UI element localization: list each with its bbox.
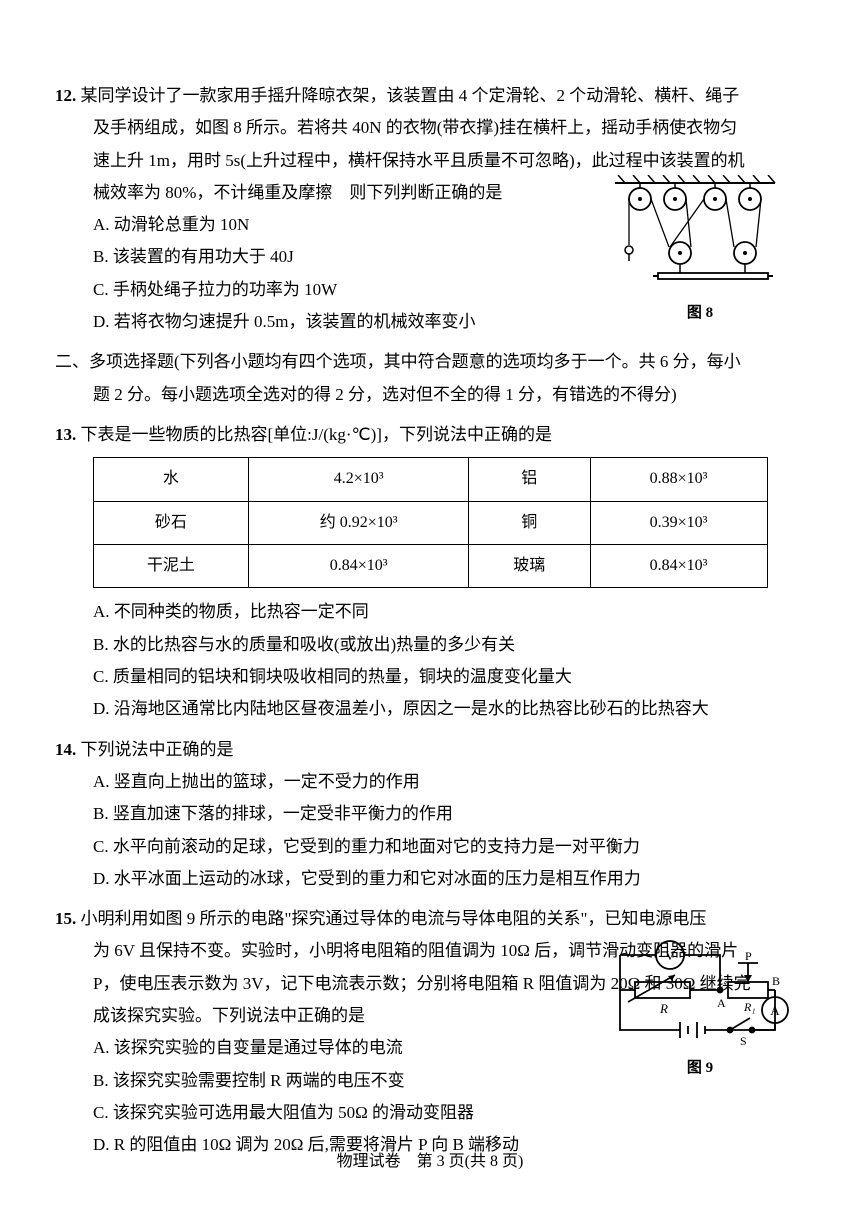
q15-num: 15. <box>55 909 76 928</box>
table-row: 干泥土 0.84×10³ 玻璃 0.84×10³ <box>93 545 767 588</box>
q14-line: 14. 下列说法中正确的是 <box>55 734 805 766</box>
question-14: 14. 下列说法中正确的是 A. 竖直向上抛出的篮球，一定不受力的作用 B. 竖… <box>55 734 805 895</box>
svg-text:R: R <box>659 1001 668 1016</box>
q15-line1: 15. 小明利用如图 9 所示的电路"探究通过导体的电流与导体电阻的关系"，已知… <box>55 903 805 935</box>
q12-options: A. 动滑轮总重为 10N B. 该装置的有用功大于 40J C. 手柄处绳子拉… <box>55 209 585 338</box>
circuit-diagram-icon: V A R R₁ P A B S <box>600 935 795 1050</box>
q12-line2: 及手柄组成，如图 8 所示。若将共 40N 的衣物(带衣撑)挂在横杆上，摇动手柄… <box>55 112 805 144</box>
cell: 0.84×10³ <box>249 545 469 588</box>
q12-optB: B. 该装置的有用功大于 40J <box>93 241 585 273</box>
table-row: 水 4.2×10³ 铝 0.88×10³ <box>93 458 767 501</box>
figure-9: V A R R₁ P A B S 图 9 <box>600 935 800 1083</box>
table-row: 砂石 约 0.92×10³ 铜 0.39×10³ <box>93 501 767 544</box>
cell: 水 <box>93 458 249 501</box>
q13-num: 13. <box>55 425 76 444</box>
q14-options: A. 竖直向上抛出的篮球，一定不受力的作用 B. 竖直加速下落的排球，一定受非平… <box>55 766 805 895</box>
page-footer: 物理试卷 第 3 页(共 8 页) <box>0 1147 860 1177</box>
section2-line1: 二、多项选择题(下列各小题均有四个选项，其中符合题意的选项均多于一个。共 6 分… <box>55 346 805 378</box>
svg-text:A: A <box>717 996 726 1010</box>
svg-text:B: B <box>772 974 780 988</box>
q12-optD: D. 若将衣物匀速提升 0.5m，该装置的机械效率变小 <box>93 306 585 338</box>
q14-optA: A. 竖直向上抛出的篮球，一定不受力的作用 <box>93 766 805 798</box>
section-2-header: 二、多项选择题(下列各小题均有四个选项，其中符合题意的选项均多于一个。共 6 分… <box>55 346 805 411</box>
q14-optB: B. 竖直加速下落的排球，一定受非平衡力的作用 <box>93 798 805 830</box>
q14-optC: C. 水平向前滚动的足球，它受到的重力和地面对它的支持力是一对平衡力 <box>93 831 805 863</box>
fig9-caption: 图 9 <box>600 1054 800 1083</box>
q13-text: 下表是一些物质的比热容[单位:J/(kg·℃)]，下列说法中正确的是 <box>81 425 552 444</box>
cell: 铜 <box>468 501 590 544</box>
cell: 4.2×10³ <box>249 458 469 501</box>
svg-text:R₁: R₁ <box>743 1000 756 1014</box>
svg-text:A: A <box>770 1003 780 1018</box>
q13-options: A. 不同种类的物质，比热容一定不同 B. 水的比热容与水的质量和吸收(或放出)… <box>55 596 805 725</box>
q14-text: 下列说法中正确的是 <box>81 740 234 759</box>
q13-optD: D. 沿海地区通常比内陆地区昼夜温差小，原因之一是水的比热容比砂石的比热容大 <box>93 693 805 725</box>
q15-options: A. 该探究实验的自变量是通过导体的电流 B. 该探究实验需要控制 R 两端的电… <box>55 1032 585 1161</box>
q15-text1: 小明利用如图 9 所示的电路"探究通过导体的电流与导体电阻的关系"，已知电源电压 <box>81 909 707 928</box>
q12-line1: 12. 某同学设计了一款家用手摇升降晾衣架，该装置由 4 个定滑轮、2 个动滑轮… <box>55 80 805 112</box>
q13-table: 水 4.2×10³ 铝 0.88×10³ 砂石 约 0.92×10³ 铜 0.3… <box>93 457 768 588</box>
q13-optC: C. 质量相同的铝块和铜块吸收相同的热量，铜块的温度变化量大 <box>93 661 805 693</box>
q15-optA: A. 该探究实验的自变量是通过导体的电流 <box>93 1032 585 1064</box>
fig8-caption: 图 8 <box>610 299 790 328</box>
q12-optA: A. 动滑轮总重为 10N <box>93 209 585 241</box>
q12-text1: 某同学设计了一款家用手摇升降晾衣架，该装置由 4 个定滑轮、2 个动滑轮、横杆、… <box>81 86 740 105</box>
cell: 干泥土 <box>93 545 249 588</box>
question-13: 13. 下表是一些物质的比热容[单位:J/(kg·℃)]，下列说法中正确的是 水… <box>55 419 805 726</box>
cell: 铝 <box>468 458 590 501</box>
cell: 砂石 <box>93 501 249 544</box>
cell: 约 0.92×10³ <box>249 501 469 544</box>
cell: 0.39×10³ <box>590 501 767 544</box>
cell: 玻璃 <box>468 545 590 588</box>
figure-8: 图 8 <box>610 175 790 328</box>
section2-line2: 题 2 分。每小题选项全选对的得 2 分，选对但不全的得 1 分，有错选的不得分… <box>55 379 805 411</box>
q12-num: 12. <box>55 86 76 105</box>
cell: 0.88×10³ <box>590 458 767 501</box>
svg-text:P: P <box>745 949 752 963</box>
q12-optC: C. 手柄处绳子拉力的功率为 10W <box>93 274 585 306</box>
q12-line3: 速上升 1m，用时 5s(上升过程中，横杆保持水平且质量不可忽略)，此过程中该装… <box>55 145 805 177</box>
q15-optC: C. 该探究实验可选用最大阻值为 50Ω 的滑动变阻器 <box>93 1097 585 1129</box>
pulley-diagram-icon <box>610 175 780 295</box>
svg-text:S: S <box>740 1034 747 1048</box>
cell: 0.84×10³ <box>590 545 767 588</box>
q14-num: 14. <box>55 740 76 759</box>
q12-line4: 械效率为 80%，不计绳重及摩擦 则下列判断正确的是 <box>55 177 585 209</box>
q13-optB: B. 水的比热容与水的质量和吸收(或放出)热量的多少有关 <box>93 629 805 661</box>
q13-line: 13. 下表是一些物质的比热容[单位:J/(kg·℃)]，下列说法中正确的是 <box>55 419 805 451</box>
q13-optA: A. 不同种类的物质，比热容一定不同 <box>93 596 805 628</box>
svg-text:V: V <box>665 948 675 963</box>
q15-optB: B. 该探究实验需要控制 R 两端的电压不变 <box>93 1065 585 1097</box>
q14-optD: D. 水平冰面上运动的冰球，它受到的重力和它对冰面的压力是相互作用力 <box>93 863 805 895</box>
